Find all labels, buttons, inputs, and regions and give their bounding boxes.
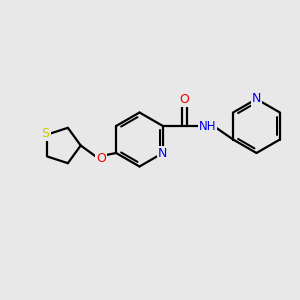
Text: O: O: [96, 152, 106, 166]
Text: S: S: [42, 127, 50, 140]
Text: NH: NH: [199, 119, 216, 133]
Text: N: N: [158, 146, 168, 160]
Text: N: N: [252, 92, 261, 106]
Text: O: O: [179, 93, 189, 106]
